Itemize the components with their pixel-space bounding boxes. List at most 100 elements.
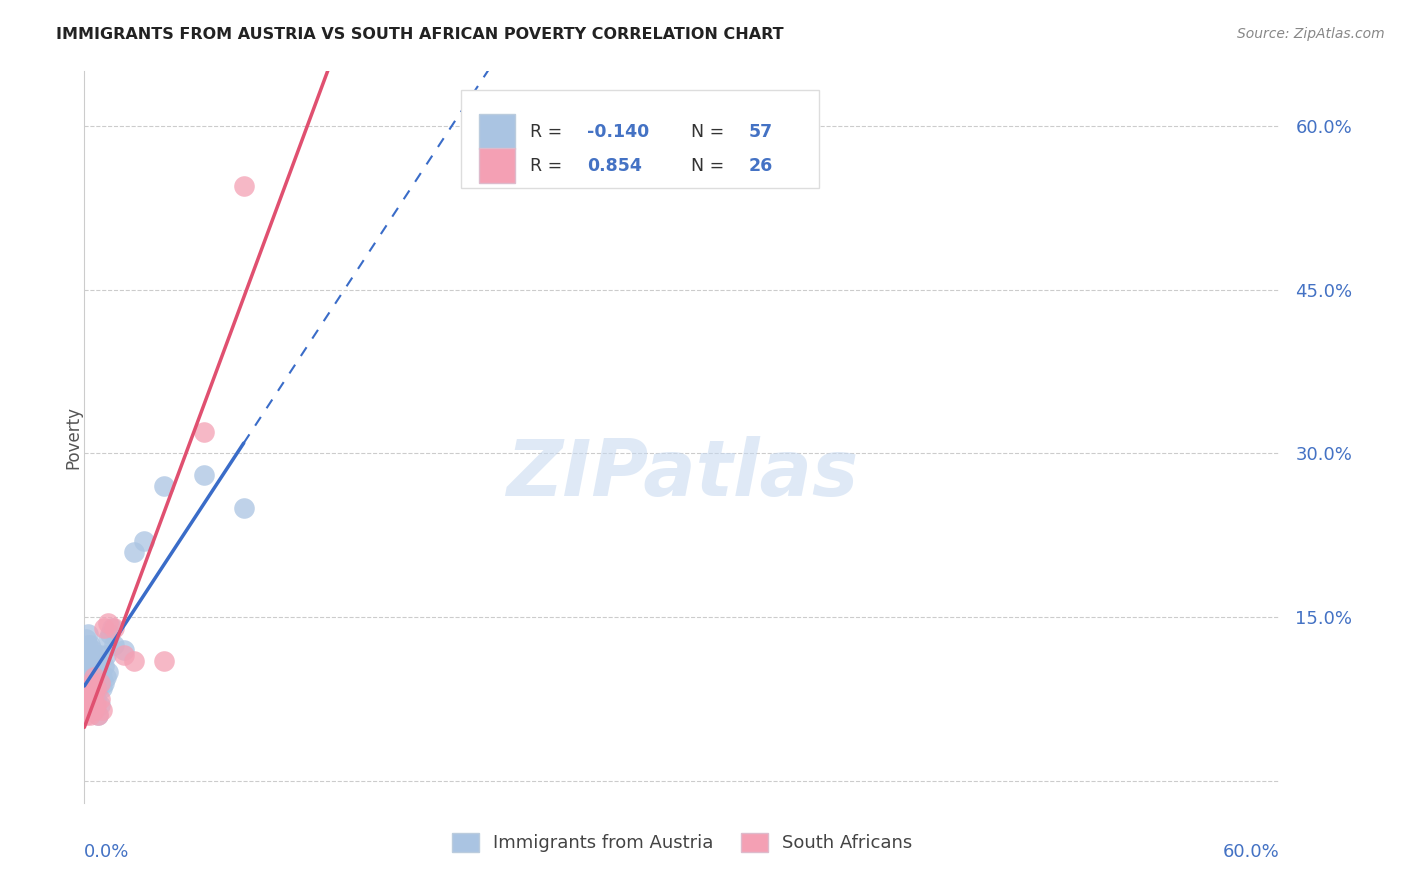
Point <box>79 670 101 684</box>
Point <box>83 703 105 717</box>
Point <box>75 687 97 701</box>
Point <box>89 698 111 712</box>
Point <box>79 703 101 717</box>
Point <box>86 675 108 690</box>
Point <box>79 648 101 663</box>
Point <box>83 687 105 701</box>
Point <box>77 659 100 673</box>
Text: ZIPatlas: ZIPatlas <box>506 435 858 512</box>
Point <box>93 659 115 673</box>
Point <box>91 670 114 684</box>
Point <box>132 533 156 548</box>
Point <box>87 708 110 723</box>
Point <box>82 654 104 668</box>
Point <box>86 665 108 679</box>
Text: IMMIGRANTS FROM AUSTRIA VS SOUTH AFRICAN POVERTY CORRELATION CHART: IMMIGRANTS FROM AUSTRIA VS SOUTH AFRICAN… <box>56 27 785 42</box>
Point <box>75 708 97 723</box>
Point <box>75 692 97 706</box>
Point <box>77 670 100 684</box>
Point <box>87 670 110 684</box>
Text: 57: 57 <box>749 123 773 141</box>
Point <box>89 692 111 706</box>
Point <box>79 681 101 695</box>
FancyBboxPatch shape <box>461 90 820 188</box>
Point <box>79 638 101 652</box>
Text: R =: R = <box>530 123 568 141</box>
Point <box>86 698 108 712</box>
Point <box>75 643 97 657</box>
Point <box>82 643 104 657</box>
Point <box>82 698 104 712</box>
Point <box>79 698 101 712</box>
Point <box>101 621 124 635</box>
Text: Source: ZipAtlas.com: Source: ZipAtlas.com <box>1237 27 1385 41</box>
Point <box>89 675 111 690</box>
Point <box>112 648 135 663</box>
Point <box>91 681 114 695</box>
Point <box>77 648 100 663</box>
Point <box>75 665 97 679</box>
Point <box>79 659 101 673</box>
Point <box>86 692 108 706</box>
Point <box>89 675 111 690</box>
Point <box>77 675 100 690</box>
Point <box>75 632 97 646</box>
Point <box>87 681 110 695</box>
Point <box>103 621 125 635</box>
Point <box>83 687 105 701</box>
Point <box>82 675 104 690</box>
Point <box>75 654 97 668</box>
Text: N =: N = <box>692 158 730 176</box>
Point <box>232 179 254 194</box>
Text: -0.140: -0.140 <box>588 123 650 141</box>
Point <box>87 659 110 673</box>
Text: N =: N = <box>692 123 730 141</box>
Text: 0.854: 0.854 <box>588 158 643 176</box>
Point <box>89 648 111 663</box>
Text: 0.0%: 0.0% <box>84 843 129 861</box>
Point <box>83 703 105 717</box>
Point <box>86 681 108 695</box>
Point <box>83 659 105 673</box>
Point <box>89 665 111 679</box>
Point <box>93 675 115 690</box>
Point <box>193 468 215 483</box>
Point <box>122 654 145 668</box>
Point <box>103 638 125 652</box>
Point <box>83 648 105 663</box>
Point <box>91 703 114 717</box>
Bar <box>479 148 515 183</box>
Point <box>83 670 105 684</box>
Point <box>77 626 100 640</box>
Text: R =: R = <box>530 158 568 176</box>
Point <box>82 675 104 690</box>
Point <box>193 425 215 439</box>
Point <box>97 665 120 679</box>
Point <box>96 670 118 684</box>
Bar <box>479 114 515 149</box>
Point <box>86 654 108 668</box>
Point <box>232 501 254 516</box>
Text: 26: 26 <box>749 158 773 176</box>
Point <box>83 670 105 684</box>
Point <box>82 665 104 679</box>
Legend: Immigrants from Austria, South Africans: Immigrants from Austria, South Africans <box>444 826 920 860</box>
Point <box>79 681 101 695</box>
Text: 60.0%: 60.0% <box>1223 843 1279 861</box>
Point <box>93 621 115 635</box>
Point <box>122 545 145 559</box>
Point <box>77 638 100 652</box>
Point <box>77 692 100 706</box>
Point <box>112 643 135 657</box>
Point <box>97 615 120 630</box>
Point <box>153 479 176 493</box>
Point <box>96 648 118 663</box>
Point <box>98 626 121 640</box>
Point <box>153 654 176 668</box>
Point <box>82 692 104 706</box>
Point <box>79 708 101 723</box>
Point <box>87 708 110 723</box>
Point <box>97 632 120 646</box>
Point <box>77 687 100 701</box>
Point <box>77 703 100 717</box>
